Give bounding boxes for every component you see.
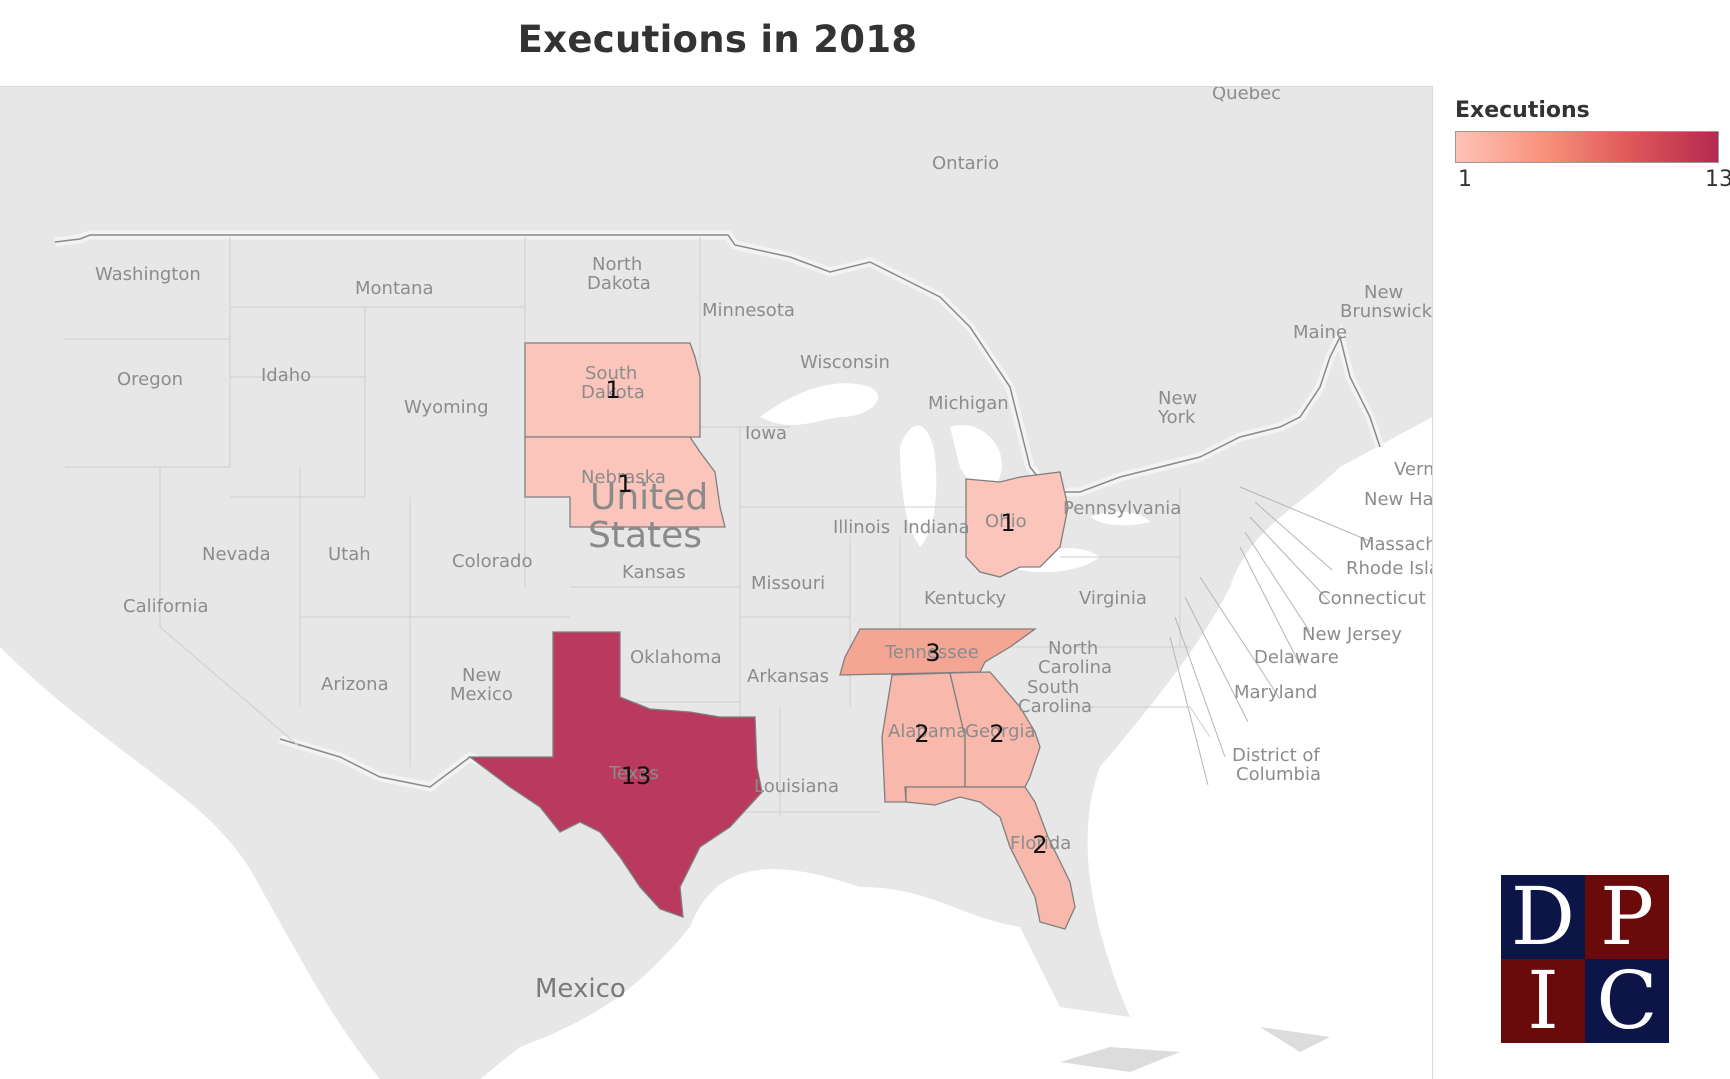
label-montana: Montana — [355, 278, 433, 299]
label-south-dakota-1: South — [585, 363, 637, 384]
value-georgia: 2 — [989, 720, 1004, 748]
logo-letter-c: C — [1585, 959, 1669, 1043]
label-new-mexico-2: Mexico — [450, 684, 513, 705]
label-iowa: Iowa — [745, 423, 787, 444]
label-utah: Utah — [328, 544, 371, 565]
label-south-carolina-2: Carolina — [1018, 696, 1092, 717]
label-louisiana: Louisiana — [754, 776, 839, 797]
value-tennessee: 3 — [925, 639, 940, 667]
label-new-york-2: York — [1157, 407, 1196, 428]
label-colorado: Colorado — [452, 551, 532, 572]
label-new-mexico-1: New — [462, 665, 501, 686]
value-ohio: 1 — [1000, 509, 1015, 537]
label-illinois: Illinois — [833, 517, 890, 538]
label-new-hampshire: New Ha — [1364, 489, 1432, 510]
state-texas[interactable] — [468, 631, 763, 918]
label-mexico: Mexico — [535, 974, 626, 1004]
label-north-dakota-2: Dakota — [587, 273, 651, 294]
legend-title: Executions — [1455, 98, 1590, 123]
label-oklahoma: Oklahoma — [630, 647, 722, 668]
legend-min-label: 1 — [1458, 167, 1472, 192]
label-ohio: Ohio — [985, 511, 1027, 532]
label-texas: Texas — [608, 763, 659, 784]
label-arkansas: Arkansas — [747, 666, 829, 687]
label-nebraska: Nebraska — [581, 467, 666, 488]
label-north-carolina-1: North — [1048, 638, 1098, 659]
label-kentucky: Kentucky — [924, 588, 1007, 609]
label-wyoming: Wyoming — [404, 397, 489, 418]
label-minnesota: Minnesota — [702, 300, 795, 321]
dpic-logo: D P I C — [1501, 875, 1669, 1043]
value-texas: 13 — [621, 762, 652, 790]
label-new-brunswick-2: Brunswick — [1340, 301, 1432, 322]
map[interactable]: United States Mexico Quebec Ontario Wash… — [0, 86, 1433, 1079]
value-alabama: 2 — [914, 720, 929, 748]
label-maine: Maine — [1293, 322, 1347, 343]
label-california: California — [123, 596, 208, 617]
label-north-carolina-2: Carolina — [1038, 657, 1112, 678]
label-delaware: Delaware — [1254, 647, 1339, 668]
logo-letter-i: I — [1501, 959, 1585, 1043]
state-shapes[interactable] — [468, 342, 1076, 930]
label-dc-2: Columbia — [1236, 764, 1321, 785]
label-maryland: Maryland — [1234, 682, 1317, 703]
value-nebraska: 1 — [617, 470, 632, 498]
legend-labels: 1 13 — [1455, 167, 1730, 195]
value-florida: 2 — [1032, 831, 1047, 859]
label-rhode-island: Rhode Isla — [1346, 558, 1432, 579]
value-south-dakota: 1 — [605, 376, 620, 404]
label-oregon: Oregon — [117, 369, 183, 390]
label-new-brunswick-1: New — [1364, 282, 1403, 303]
value-labels: 1 1 1 3 2 2 2 13 — [605, 376, 1047, 859]
label-indiana: Indiana — [903, 517, 970, 538]
label-virginia: Virginia — [1079, 588, 1147, 609]
state-florida[interactable] — [905, 786, 1076, 930]
label-washington: Washington — [95, 264, 201, 285]
label-idaho: Idaho — [261, 365, 311, 386]
label-georgia: Georgia — [965, 721, 1036, 742]
state-georgia[interactable] — [949, 671, 1041, 788]
label-north-dakota-1: North — [592, 254, 642, 275]
label-alabama: Alabama — [888, 721, 967, 742]
legend-gradient-bar — [1455, 131, 1719, 163]
label-missouri: Missouri — [751, 573, 825, 594]
label-quebec: Quebec — [1212, 87, 1281, 104]
islands — [1060, 1027, 1330, 1072]
label-united: United — [590, 477, 708, 518]
state-tennessee[interactable] — [839, 628, 1038, 676]
label-wisconsin: Wisconsin — [800, 352, 890, 373]
legend-max-label: 13 — [1705, 167, 1730, 192]
label-michigan: Michigan — [928, 393, 1009, 414]
label-dc-1: District of — [1232, 745, 1320, 766]
label-states: States — [588, 515, 702, 556]
label-tennessee: Tennessee — [884, 642, 979, 663]
water — [0, 383, 1432, 1079]
border-line — [54, 234, 1381, 493]
label-florida: Florida — [1010, 833, 1071, 854]
logo-letter-d: D — [1501, 875, 1585, 959]
label-new-york-1: New — [1158, 388, 1197, 409]
label-kansas: Kansas — [622, 562, 686, 583]
label-ontario: Ontario — [932, 153, 999, 174]
canada-border — [54, 230, 1385, 497]
label-new-jersey: New Jersey — [1302, 624, 1402, 645]
place-labels: Quebec Ontario Washington Montana North … — [95, 87, 1432, 854]
label-vermont: Verm — [1394, 459, 1432, 480]
chart-title: Executions in 2018 — [517, 18, 918, 61]
label-massachusetts: Massach — [1359, 534, 1432, 555]
color-legend: Executions 1 13 — [1455, 98, 1730, 195]
label-connecticut: Connecticut — [1318, 588, 1426, 609]
label-south-dakota-2: Dakota — [581, 382, 645, 403]
label-arizona: Arizona — [321, 674, 389, 695]
label-pennsylvania: Pennsylvania — [1063, 498, 1181, 519]
state-nebraska[interactable] — [524, 436, 726, 528]
leader-lines — [1169, 486, 1373, 786]
label-south-carolina-1: South — [1027, 677, 1079, 698]
label-nevada: Nevada — [202, 544, 271, 565]
state-ohio[interactable] — [965, 471, 1069, 578]
logo-letter-p: P — [1585, 875, 1669, 959]
